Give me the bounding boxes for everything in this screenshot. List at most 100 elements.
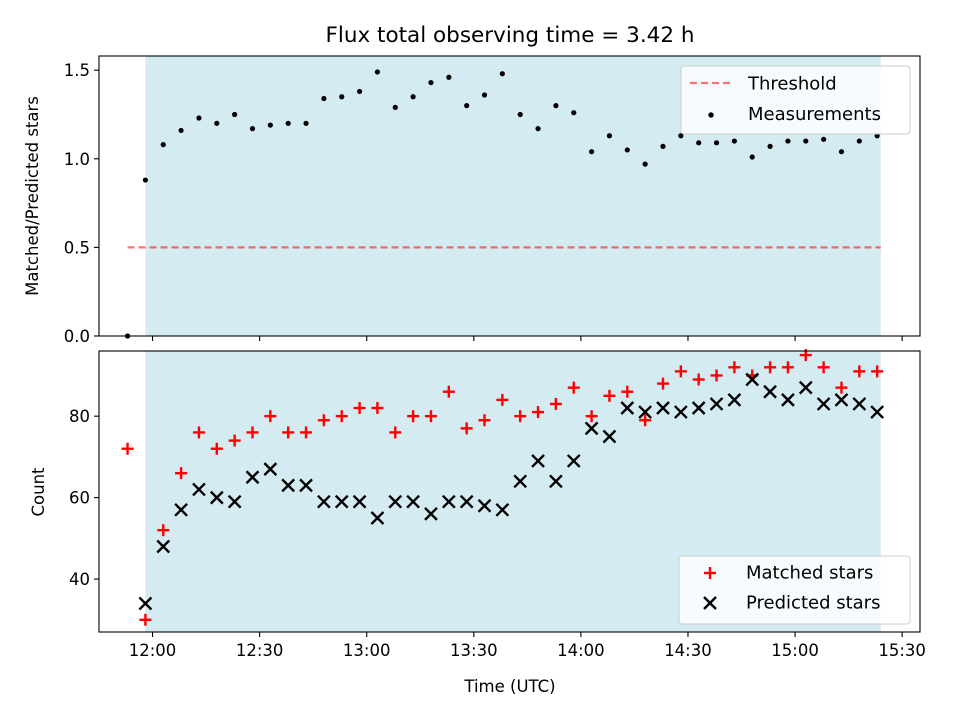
top-y-tick-label: 0.0 — [64, 327, 90, 346]
measurement-point — [838, 149, 845, 155]
predicted-stars-point — [138, 596, 153, 611]
predicted-stars-point — [620, 401, 635, 415]
measurement-point — [303, 120, 309, 126]
bottom-marks — [121, 349, 885, 626]
predicted-stars-point — [852, 397, 867, 411]
top-y-axis-label: Matched/Predicted stars — [23, 96, 42, 296]
bottom-plot-frame — [98, 350, 921, 633]
predicted-stars-point — [245, 470, 260, 485]
matched-stars-point — [175, 467, 188, 480]
top-plot-frame — [98, 55, 921, 337]
x-tick-label: 14:30 — [664, 641, 712, 660]
matched-stars-point — [781, 361, 794, 374]
top-y-tick-label: 1.0 — [64, 150, 90, 169]
bottom-legend: Matched stars Predicted stars — [678, 555, 911, 625]
matched-stars-point — [460, 422, 473, 435]
measurement-point — [606, 133, 613, 139]
predicted-stars-point — [477, 498, 492, 513]
measurement-point — [232, 111, 238, 118]
predicted-stars-point — [602, 429, 617, 444]
matched-stars-point — [264, 410, 277, 423]
predicted-stars-point — [495, 502, 510, 517]
measurement-point — [160, 142, 166, 148]
predicted-stars-point — [870, 405, 885, 419]
predicted-stars-point — [459, 494, 474, 509]
predicted-stars-point — [638, 405, 652, 419]
chart-title: Flux total observing time = 3.42 h — [326, 23, 695, 48]
predicted-stars-point — [549, 474, 563, 489]
matched-stars-point — [532, 406, 545, 419]
predicted-stars-point — [263, 462, 278, 476]
predicted-stars-point — [584, 421, 599, 436]
top-y-tick-label: 1.5 — [64, 61, 90, 80]
measurement-point — [696, 140, 702, 146]
matched-stars-point — [424, 410, 437, 423]
x-tick-label: 12:30 — [236, 641, 284, 660]
predicted-stars-point — [352, 494, 367, 509]
x-tick-label: 15:30 — [878, 641, 926, 660]
matched-stars-point — [407, 410, 420, 423]
predicted-stars-point — [156, 539, 171, 554]
matched-stars-point — [514, 410, 527, 423]
matched-stars-point — [210, 442, 223, 455]
matched-stars-point — [871, 365, 884, 378]
matched-stars-point — [764, 361, 777, 374]
matched-stars-point — [674, 365, 687, 378]
matched-stars-point — [353, 402, 366, 415]
predicted-stars-point — [370, 511, 385, 525]
matched-stars-point — [656, 377, 669, 390]
measurement-point — [553, 103, 559, 109]
predicted-stars-point — [281, 478, 296, 493]
bottom-y-tick-label: 40 — [69, 570, 90, 589]
measurement-point — [678, 133, 684, 139]
measurement-point — [339, 94, 345, 100]
bottom-y-axis-label: Count — [29, 467, 48, 517]
top-y-tick-label: 0.5 — [64, 238, 90, 257]
measurement-point — [856, 138, 862, 144]
bottom-x-ticks: 12:00 12:30 13:00 13:30 14:00 14:30 15:00 15:30 — [129, 632, 926, 660]
predicted-stars-point — [406, 494, 420, 509]
measurement-point — [196, 115, 202, 121]
top-legend: Threshold Measurements — [680, 65, 911, 135]
matched-stars-point — [442, 385, 455, 398]
bottom-y-ticks: 40 60 80 — [69, 407, 99, 589]
legend-measurements-swatch — [708, 112, 714, 118]
matched-stars-point — [371, 402, 384, 415]
bottom-y-tick-label: 60 — [69, 489, 90, 508]
measurement-point — [731, 138, 737, 144]
measurement-point — [481, 92, 488, 98]
measurement-point — [285, 120, 291, 126]
legend-predicted-label: Predicted stars — [746, 593, 880, 614]
matched-stars-point — [478, 414, 491, 427]
measurement-point — [517, 111, 523, 118]
predicted-stars-point — [513, 474, 528, 489]
predicted-stars-point — [816, 397, 831, 411]
measurement-point — [321, 95, 327, 102]
measurement-point — [178, 127, 184, 134]
predicted-stars-point — [388, 494, 403, 509]
measurement-point — [356, 88, 363, 95]
measurement-point — [535, 126, 541, 132]
matched-stars-point — [585, 410, 598, 423]
measurement-point — [249, 126, 256, 132]
predicted-stars-point — [334, 494, 349, 509]
measurement-point — [499, 71, 505, 77]
bottom-legend-box — [678, 555, 911, 625]
predicted-stars-point — [763, 384, 777, 399]
measurement-point — [767, 143, 773, 149]
measurement-point — [464, 103, 470, 109]
top-x-ticks — [151, 336, 903, 341]
predicted-stars-point — [174, 502, 188, 517]
measurement-point — [785, 138, 791, 144]
matched-stars-point — [121, 442, 134, 455]
predicted-stars-point — [441, 494, 456, 509]
predicted-stars-point — [727, 393, 742, 407]
predicted-stars-point — [227, 494, 242, 509]
measurement-point — [267, 122, 273, 128]
predicted-stars-point — [709, 397, 724, 411]
predicted-stars-point — [834, 393, 849, 407]
matched-stars-point — [246, 426, 259, 439]
measurement-point — [214, 120, 220, 126]
legend-matched-label: Matched stars — [746, 563, 873, 584]
measurement-point — [571, 110, 577, 116]
